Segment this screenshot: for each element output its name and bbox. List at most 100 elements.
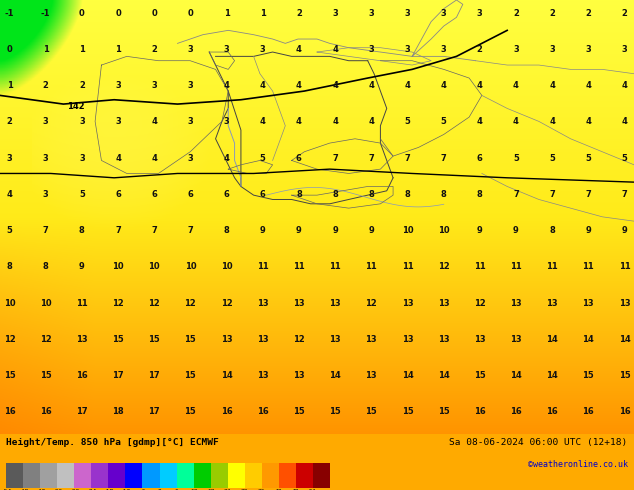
Text: 16: 16 xyxy=(547,408,558,416)
Text: 4: 4 xyxy=(224,153,230,163)
Text: 3: 3 xyxy=(368,8,374,18)
Text: 5: 5 xyxy=(6,226,13,235)
Text: 11: 11 xyxy=(619,262,630,271)
Text: 2: 2 xyxy=(6,117,13,126)
Text: 15: 15 xyxy=(293,408,305,416)
Text: 13: 13 xyxy=(474,335,486,344)
Text: 142: 142 xyxy=(67,102,84,111)
Bar xyxy=(91,463,108,488)
Text: 3: 3 xyxy=(152,81,157,90)
Text: 17: 17 xyxy=(148,371,160,380)
Text: 13: 13 xyxy=(365,335,377,344)
Text: 13: 13 xyxy=(329,299,341,308)
Text: 9: 9 xyxy=(621,226,628,235)
Text: 15: 15 xyxy=(184,335,197,344)
Text: 8: 8 xyxy=(224,226,230,235)
Text: 12: 12 xyxy=(365,299,377,308)
Text: 6: 6 xyxy=(296,153,302,163)
Text: 15: 15 xyxy=(583,371,594,380)
Text: 5: 5 xyxy=(79,190,85,199)
Text: 1: 1 xyxy=(79,45,85,54)
Text: 11: 11 xyxy=(401,262,413,271)
Bar xyxy=(108,463,126,488)
Text: 13: 13 xyxy=(76,335,87,344)
Text: 11: 11 xyxy=(583,262,594,271)
Text: 7: 7 xyxy=(43,226,49,235)
Text: 2: 2 xyxy=(42,81,49,90)
Text: 14: 14 xyxy=(510,371,522,380)
Text: 10: 10 xyxy=(112,262,124,271)
Text: 4: 4 xyxy=(224,81,230,90)
Text: 16: 16 xyxy=(510,408,522,416)
Text: 9: 9 xyxy=(368,226,374,235)
Text: 15: 15 xyxy=(437,408,450,416)
Text: 7: 7 xyxy=(513,190,519,199)
Text: 11: 11 xyxy=(76,299,87,308)
Text: 9: 9 xyxy=(477,226,482,235)
Text: 3: 3 xyxy=(79,153,85,163)
Text: 15: 15 xyxy=(401,408,413,416)
Text: -1: -1 xyxy=(5,8,14,18)
Text: 10: 10 xyxy=(401,226,413,235)
Text: 12: 12 xyxy=(184,299,197,308)
Text: 7: 7 xyxy=(368,153,374,163)
Text: 6: 6 xyxy=(188,190,193,199)
Text: 2: 2 xyxy=(621,8,628,18)
Text: 4: 4 xyxy=(585,81,592,90)
Text: 9: 9 xyxy=(260,226,266,235)
Text: 16: 16 xyxy=(619,408,630,416)
Text: 15: 15 xyxy=(148,335,160,344)
Text: 3: 3 xyxy=(477,8,482,18)
Text: 3: 3 xyxy=(188,45,193,54)
Text: 15: 15 xyxy=(112,335,124,344)
Text: 1: 1 xyxy=(224,8,230,18)
Bar xyxy=(278,463,295,488)
Text: 4: 4 xyxy=(549,81,555,90)
Text: 4: 4 xyxy=(621,117,628,126)
Text: 10: 10 xyxy=(4,299,15,308)
Text: 15: 15 xyxy=(4,371,15,380)
Text: 2: 2 xyxy=(513,8,519,18)
Text: 13: 13 xyxy=(221,335,233,344)
Text: 6: 6 xyxy=(152,190,157,199)
Text: 3: 3 xyxy=(332,8,338,18)
Text: 3: 3 xyxy=(188,117,193,126)
Text: 15: 15 xyxy=(184,371,197,380)
Text: 3: 3 xyxy=(260,45,266,54)
Text: 8: 8 xyxy=(368,190,374,199)
Text: 3: 3 xyxy=(621,45,628,54)
Text: 10: 10 xyxy=(184,262,196,271)
Text: 8: 8 xyxy=(43,262,49,271)
Text: 16: 16 xyxy=(4,408,15,416)
Text: 5: 5 xyxy=(585,153,592,163)
Bar xyxy=(23,463,41,488)
Text: 3: 3 xyxy=(368,45,374,54)
Bar xyxy=(295,463,313,488)
Text: 14: 14 xyxy=(329,371,341,380)
Bar xyxy=(245,463,262,488)
Text: 7: 7 xyxy=(585,190,591,199)
Text: 18: 18 xyxy=(112,408,124,416)
Text: 4: 4 xyxy=(332,117,338,126)
Text: 13: 13 xyxy=(257,299,269,308)
Text: 13: 13 xyxy=(257,335,269,344)
Text: 3: 3 xyxy=(188,153,193,163)
Text: 6: 6 xyxy=(477,153,482,163)
Text: 15: 15 xyxy=(474,371,486,380)
Text: 4: 4 xyxy=(332,45,338,54)
Text: 3: 3 xyxy=(441,8,446,18)
Text: 12: 12 xyxy=(40,335,51,344)
Text: 13: 13 xyxy=(329,335,341,344)
Text: -1: -1 xyxy=(41,8,51,18)
Text: 12: 12 xyxy=(112,299,124,308)
Text: 16: 16 xyxy=(221,408,233,416)
Text: 16: 16 xyxy=(474,408,486,416)
Text: 4: 4 xyxy=(332,81,338,90)
Text: 2: 2 xyxy=(296,8,302,18)
Bar xyxy=(58,463,74,488)
Text: 9: 9 xyxy=(585,226,591,235)
Text: 3: 3 xyxy=(404,45,410,54)
Text: 3: 3 xyxy=(585,45,591,54)
Text: 1: 1 xyxy=(42,45,49,54)
Text: 0: 0 xyxy=(115,8,121,18)
